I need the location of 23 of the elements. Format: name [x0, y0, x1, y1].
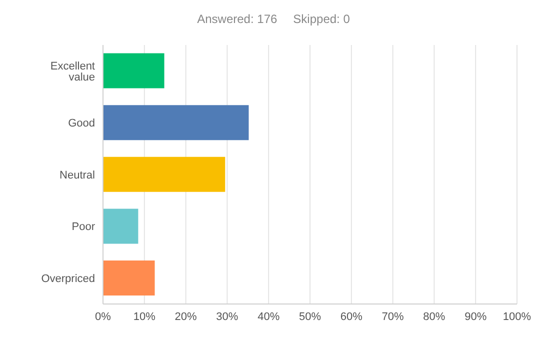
x-tick-label: 50% — [298, 310, 322, 323]
x-tick-label: 10% — [133, 310, 156, 323]
x-tick-label: 60% — [340, 310, 363, 323]
chart-title: Answered: 176 — [197, 12, 278, 26]
x-tick-label: 100% — [502, 310, 532, 323]
x-tick-label: 80% — [423, 310, 446, 323]
y-tick-label: Poor — [72, 221, 96, 234]
x-tick-label: 70% — [382, 310, 404, 323]
bar — [103, 53, 164, 88]
y-tick-label: Overpriced — [41, 273, 95, 286]
y-tick-label: Neutral — [60, 169, 95, 182]
chart-subtitle: Skipped: 0 — [293, 12, 350, 26]
x-tick-label: 90% — [464, 310, 487, 323]
bar — [103, 105, 249, 140]
y-tick-label: Good — [68, 118, 95, 130]
bar — [103, 260, 155, 296]
x-tick-label: 20% — [174, 310, 198, 323]
y-tick-label: Excellent value — [50, 60, 95, 84]
x-tick-label: 0% — [95, 310, 112, 323]
bar — [103, 156, 226, 192]
x-tick-label: 40% — [258, 310, 280, 323]
bar — [103, 208, 138, 244]
x-tick-label: 30% — [216, 310, 238, 323]
